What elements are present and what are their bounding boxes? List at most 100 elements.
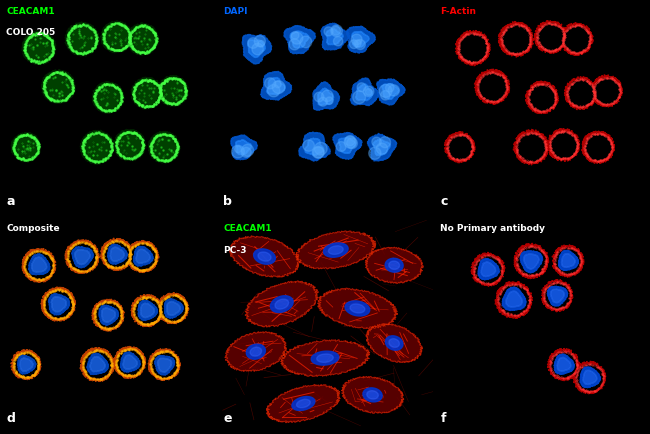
Text: F-Actin: F-Actin (441, 7, 476, 16)
Polygon shape (341, 376, 404, 413)
Polygon shape (22, 31, 56, 65)
Text: f: f (441, 412, 446, 425)
Polygon shape (534, 20, 567, 54)
Polygon shape (80, 347, 114, 382)
Polygon shape (136, 249, 150, 263)
Polygon shape (254, 36, 265, 47)
Polygon shape (51, 296, 66, 312)
Polygon shape (157, 358, 172, 372)
Polygon shape (474, 69, 510, 105)
Polygon shape (501, 25, 530, 53)
Polygon shape (385, 258, 403, 272)
Polygon shape (101, 238, 133, 271)
Polygon shape (345, 135, 355, 146)
Polygon shape (363, 388, 382, 402)
Polygon shape (258, 252, 271, 261)
Polygon shape (447, 135, 473, 160)
Polygon shape (157, 293, 188, 324)
Text: COLO 205: COLO 205 (6, 28, 56, 37)
Polygon shape (563, 26, 590, 53)
Polygon shape (499, 285, 529, 315)
Polygon shape (481, 262, 496, 277)
Text: d: d (6, 412, 16, 425)
Text: c: c (441, 195, 448, 208)
Polygon shape (296, 399, 310, 408)
Polygon shape (80, 130, 114, 164)
Polygon shape (148, 131, 181, 163)
Polygon shape (377, 79, 405, 105)
Polygon shape (138, 300, 158, 320)
Polygon shape (229, 236, 300, 277)
Polygon shape (18, 355, 36, 374)
Text: b: b (224, 195, 232, 208)
Polygon shape (65, 22, 99, 56)
Polygon shape (333, 36, 343, 46)
Polygon shape (552, 245, 584, 277)
Polygon shape (231, 145, 244, 158)
Polygon shape (332, 26, 341, 35)
Polygon shape (344, 136, 356, 148)
Polygon shape (92, 299, 124, 331)
Polygon shape (225, 332, 287, 372)
Polygon shape (324, 243, 348, 257)
Polygon shape (274, 81, 281, 88)
Polygon shape (478, 258, 499, 280)
Polygon shape (350, 40, 358, 49)
Polygon shape (12, 134, 40, 161)
Polygon shape (14, 352, 38, 377)
Polygon shape (242, 34, 272, 64)
Polygon shape (22, 248, 56, 283)
Polygon shape (537, 23, 564, 51)
Polygon shape (326, 97, 333, 105)
Polygon shape (444, 132, 475, 163)
Polygon shape (289, 39, 300, 50)
Polygon shape (166, 301, 181, 316)
Polygon shape (151, 352, 177, 378)
Polygon shape (562, 253, 575, 268)
Polygon shape (318, 88, 333, 105)
Polygon shape (573, 361, 606, 394)
Polygon shape (328, 246, 343, 254)
Polygon shape (315, 142, 327, 155)
Polygon shape (296, 231, 376, 269)
Polygon shape (478, 72, 507, 101)
Polygon shape (41, 287, 76, 321)
Polygon shape (594, 78, 620, 104)
Polygon shape (303, 140, 315, 151)
Polygon shape (241, 148, 251, 158)
Polygon shape (354, 40, 361, 47)
Polygon shape (560, 23, 593, 56)
Polygon shape (585, 134, 612, 161)
Polygon shape (498, 21, 534, 57)
Polygon shape (113, 346, 146, 379)
Text: DAPI: DAPI (224, 7, 248, 16)
Polygon shape (350, 78, 379, 105)
Polygon shape (582, 131, 615, 164)
Polygon shape (290, 31, 309, 48)
Polygon shape (10, 349, 41, 380)
Polygon shape (367, 134, 396, 161)
Polygon shape (133, 246, 153, 266)
Polygon shape (110, 247, 125, 262)
Polygon shape (120, 352, 140, 372)
Polygon shape (318, 97, 328, 106)
Polygon shape (252, 43, 263, 55)
Polygon shape (248, 38, 259, 48)
Polygon shape (312, 146, 324, 158)
Polygon shape (388, 85, 399, 96)
Polygon shape (357, 83, 366, 92)
Polygon shape (583, 370, 597, 385)
Polygon shape (68, 243, 96, 270)
Polygon shape (148, 349, 181, 381)
Polygon shape (495, 281, 533, 319)
Polygon shape (160, 296, 185, 321)
Polygon shape (291, 32, 303, 44)
Polygon shape (389, 339, 399, 347)
Polygon shape (99, 305, 118, 326)
Polygon shape (140, 303, 155, 318)
Polygon shape (65, 240, 99, 274)
Polygon shape (365, 89, 372, 95)
Text: Composite: Composite (6, 224, 60, 233)
Polygon shape (23, 32, 54, 63)
Polygon shape (150, 133, 179, 162)
